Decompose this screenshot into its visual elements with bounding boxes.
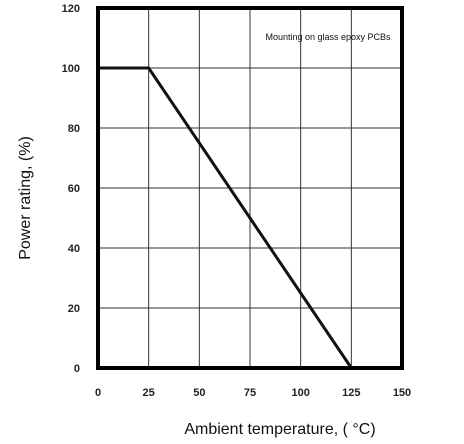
grid-lines — [98, 8, 402, 368]
y-tick-label-4: 80 — [68, 123, 80, 135]
x-axis-label: Ambient temperature, ( °C) — [184, 421, 375, 438]
y-tick-labels: 0 20 40 60 80 100 120 — [62, 3, 80, 375]
x-tick-label-1: 25 — [143, 387, 155, 399]
x-tick-label-6: 150 — [393, 387, 411, 399]
annotation-label: Mounting on glass epoxy PCBs — [265, 32, 391, 42]
x-tick-label-4: 100 — [291, 387, 309, 399]
series-line-0 — [98, 66, 353, 369]
x-tick-label-3: 75 — [244, 387, 256, 399]
y-tick-label-0: 0 — [74, 363, 80, 375]
plot-frame — [96, 6, 404, 370]
series-layer — [98, 66, 353, 369]
y-tick-label-2: 40 — [68, 243, 80, 255]
x-tick-label-2: 50 — [193, 387, 205, 399]
x-tick-label-0: 0 — [95, 387, 101, 399]
y-axis-label: Power rating, (%) — [17, 136, 34, 260]
y-tick-label-1: 20 — [68, 303, 80, 315]
y-tick-label-3: 60 — [68, 183, 80, 195]
y-tick-label-5: 100 — [62, 63, 80, 75]
y-tick-label-6: 120 — [62, 3, 80, 15]
x-tick-label-5: 125 — [342, 387, 360, 399]
x-tick-labels: 0 25 50 75 100 125 150 — [95, 387, 411, 399]
